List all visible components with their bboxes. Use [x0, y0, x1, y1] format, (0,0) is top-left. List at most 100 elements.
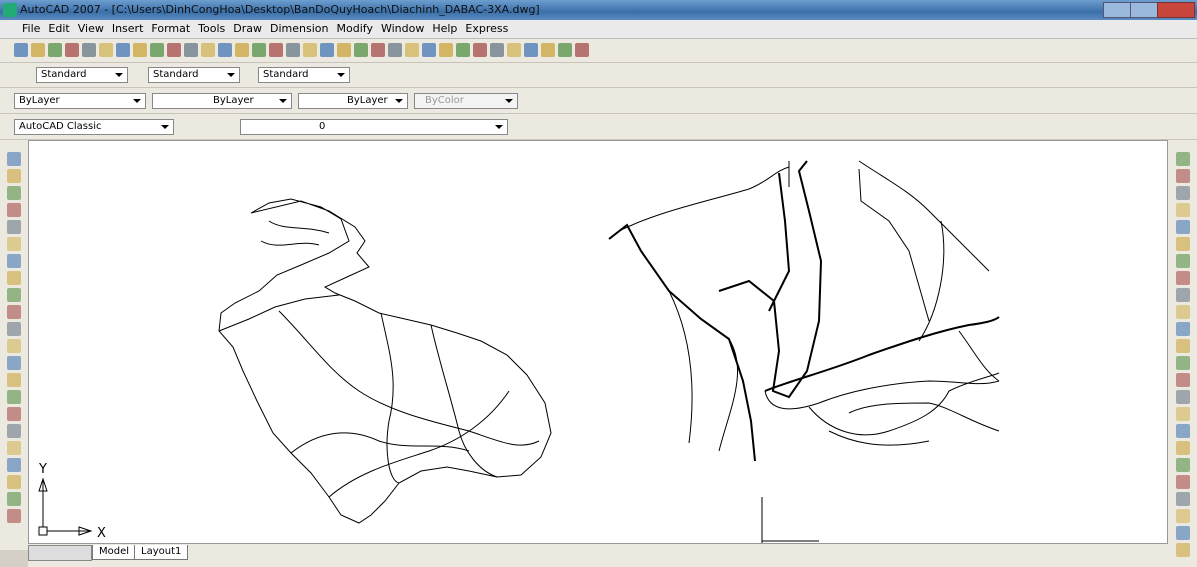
toolbar-button[interactable]: [82, 43, 96, 57]
draw-tool[interactable]: [7, 203, 21, 217]
toolbar-button[interactable]: [116, 43, 130, 57]
dim-style-combo[interactable]: Standard: [148, 67, 240, 83]
draw-tool[interactable]: [7, 237, 21, 251]
draw-tool[interactable]: [7, 169, 21, 183]
toolbar-button[interactable]: [422, 43, 436, 57]
modify-tool[interactable]: [1176, 254, 1190, 268]
toolbar-button[interactable]: [354, 43, 368, 57]
menu-item[interactable]: Window: [377, 20, 428, 37]
toolbar-button[interactable]: [388, 43, 402, 57]
minimize-button[interactable]: [1103, 2, 1131, 18]
layer-combo[interactable]: 0: [240, 119, 508, 135]
menu-item[interactable]: Edit: [44, 20, 73, 37]
draw-tool[interactable]: [7, 288, 21, 302]
menu-item[interactable]: View: [74, 20, 108, 37]
modify-tool[interactable]: [1176, 390, 1190, 404]
modify-tool[interactable]: [1176, 458, 1190, 472]
modify-tool[interactable]: [1176, 492, 1190, 506]
modify-tool[interactable]: [1176, 203, 1190, 217]
menu-item[interactable]: Help: [428, 20, 461, 37]
toolbar-button[interactable]: [184, 43, 198, 57]
draw-tool[interactable]: [7, 390, 21, 404]
modify-tool[interactable]: [1176, 356, 1190, 370]
menu-item[interactable]: Insert: [108, 20, 148, 37]
draw-tool[interactable]: [7, 356, 21, 370]
modify-tool[interactable]: [1176, 169, 1190, 183]
tab-navigation[interactable]: [28, 545, 92, 561]
toolbar-button[interactable]: [405, 43, 419, 57]
toolbar-button[interactable]: [65, 43, 79, 57]
modify-tool[interactable]: [1176, 475, 1190, 489]
modify-tool[interactable]: [1176, 152, 1190, 166]
toolbar-button[interactable]: [14, 43, 28, 57]
modify-tool[interactable]: [1176, 543, 1190, 557]
draw-tool[interactable]: [7, 424, 21, 438]
draw-tool[interactable]: [7, 441, 21, 455]
toolbar-button[interactable]: [99, 43, 113, 57]
draw-tool[interactable]: [7, 407, 21, 421]
toolbar-button[interactable]: [303, 43, 317, 57]
draw-tool[interactable]: [7, 339, 21, 353]
toolbar-button[interactable]: [558, 43, 572, 57]
table-style-combo[interactable]: Standard: [258, 67, 350, 83]
toolbar-button[interactable]: [490, 43, 504, 57]
text-style-combo[interactable]: Standard: [36, 67, 128, 83]
toolbar-button[interactable]: [507, 43, 521, 57]
modify-tool[interactable]: [1176, 305, 1190, 319]
layout-tab[interactable]: Layout1: [134, 545, 188, 560]
plot-style-combo[interactable]: ByColor: [414, 93, 518, 109]
menu-item[interactable]: Modify: [333, 20, 377, 37]
draw-tool[interactable]: [7, 271, 21, 285]
toolbar-button[interactable]: [456, 43, 470, 57]
modify-tool[interactable]: [1176, 441, 1190, 455]
workspace-combo[interactable]: AutoCAD Classic: [14, 119, 174, 135]
toolbar-button[interactable]: [235, 43, 249, 57]
modify-tool[interactable]: [1176, 509, 1190, 523]
toolbar-button[interactable]: [541, 43, 555, 57]
modify-tool[interactable]: [1176, 526, 1190, 540]
modify-tool[interactable]: [1176, 424, 1190, 438]
toolbar-button[interactable]: [48, 43, 62, 57]
menu-item[interactable]: File: [18, 20, 44, 37]
toolbar-button[interactable]: [167, 43, 181, 57]
toolbar-button[interactable]: [371, 43, 385, 57]
drawing-area[interactable]: Y X: [28, 140, 1168, 544]
toolbar-button[interactable]: [150, 43, 164, 57]
modify-tool[interactable]: [1176, 288, 1190, 302]
maximize-button[interactable]: [1130, 2, 1158, 18]
color-combo[interactable]: ByLayer: [14, 93, 146, 109]
modify-tool[interactable]: [1176, 271, 1190, 285]
modify-tool[interactable]: [1176, 407, 1190, 421]
toolbar-button[interactable]: [575, 43, 589, 57]
modify-tool[interactable]: [1176, 322, 1190, 336]
lineweight-combo[interactable]: ByLayer: [298, 93, 408, 109]
toolbar-button[interactable]: [31, 43, 45, 57]
draw-tool[interactable]: [7, 152, 21, 166]
draw-tool[interactable]: [7, 458, 21, 472]
draw-tool[interactable]: [7, 475, 21, 489]
close-button[interactable]: [1157, 2, 1195, 18]
menu-item[interactable]: Express: [461, 20, 512, 37]
modify-tool[interactable]: [1176, 237, 1190, 251]
linetype-combo[interactable]: ByLayer: [152, 93, 292, 109]
modify-tool[interactable]: [1176, 186, 1190, 200]
toolbar-button[interactable]: [133, 43, 147, 57]
draw-tool[interactable]: [7, 186, 21, 200]
toolbar-button[interactable]: [524, 43, 538, 57]
toolbar-button[interactable]: [218, 43, 232, 57]
menu-item[interactable]: Format: [147, 20, 194, 37]
menu-item[interactable]: Dimension: [266, 20, 332, 37]
toolbar-button[interactable]: [201, 43, 215, 57]
draw-tool[interactable]: [7, 322, 21, 336]
draw-tool[interactable]: [7, 373, 21, 387]
toolbar-button[interactable]: [439, 43, 453, 57]
toolbar-button[interactable]: [269, 43, 283, 57]
layout-tab[interactable]: Model: [92, 545, 136, 560]
modify-tool[interactable]: [1176, 373, 1190, 387]
toolbar-button[interactable]: [286, 43, 300, 57]
toolbar-button[interactable]: [337, 43, 351, 57]
toolbar-button[interactable]: [252, 43, 266, 57]
draw-tool[interactable]: [7, 305, 21, 319]
draw-tool[interactable]: [7, 492, 21, 506]
menu-item[interactable]: Draw: [229, 20, 266, 37]
